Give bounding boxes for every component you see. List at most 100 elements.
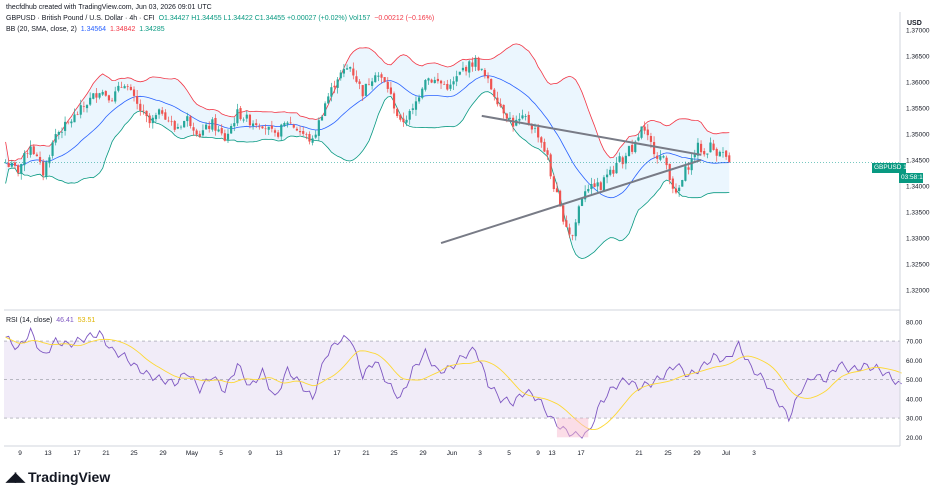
candle-body	[333, 85, 336, 88]
candle-body	[302, 131, 305, 134]
rsi-oversold-fill	[556, 418, 589, 438]
candle-body	[211, 119, 214, 130]
candle-body	[161, 110, 164, 114]
candle-body	[502, 104, 505, 114]
candle-body	[208, 125, 211, 129]
candle-body	[255, 123, 258, 126]
candle-body	[273, 130, 277, 133]
candle-body	[537, 127, 540, 138]
tradingview-mark-icon: ◢◣	[6, 469, 25, 484]
candle-body	[377, 75, 380, 77]
candle-body	[283, 123, 286, 127]
candle-body	[136, 96, 139, 104]
candle-body	[82, 106, 85, 107]
tradingview-logo[interactable]: ◢◣ TradingView	[6, 469, 110, 485]
candle-body	[42, 161, 45, 176]
candle-body	[308, 134, 311, 142]
candle-body	[627, 146, 631, 157]
candle-body	[101, 91, 104, 95]
candle-body	[142, 110, 145, 112]
candle-body	[571, 235, 574, 236]
time-tick-label: 3	[478, 450, 482, 457]
candle-body	[201, 130, 205, 136]
candle-body	[389, 87, 393, 94]
candle-body	[317, 120, 320, 136]
symbol-line: GBPUSD · British Pound / U.S. Dollar · 4…	[6, 14, 436, 24]
candle-body	[458, 71, 461, 75]
time-tick-label: 29	[693, 450, 701, 457]
candle-body	[530, 124, 533, 130]
candle-body	[540, 137, 543, 143]
candle-body	[681, 180, 684, 187]
candle-body	[433, 79, 436, 84]
candle-body	[95, 93, 98, 98]
time-tick-label: 9	[18, 450, 22, 457]
bb-upper-band	[5, 43, 730, 162]
rsi-label[interactable]: RSI (14, close)	[6, 317, 53, 324]
time-tick-label: 21	[102, 450, 110, 457]
candle-body	[671, 178, 674, 189]
rsi-tick-label: 50.00	[906, 377, 923, 384]
candle-body	[270, 125, 273, 129]
ohlc-values: O1.34427 H1.34455 L1.34422 C1.34455 +0.0…	[158, 15, 371, 22]
candle-body	[126, 86, 129, 88]
candle-body	[70, 121, 73, 124]
candle-body	[386, 81, 389, 89]
candle-body	[173, 121, 176, 130]
symbol-name[interactable]: GBPUSD · British Pound / U.S. Dollar · 4…	[6, 15, 155, 22]
change-value: −0.00212 (−0.16%)	[374, 15, 435, 22]
candle-body	[176, 127, 179, 129]
candle-body	[399, 114, 402, 120]
candle-body	[164, 112, 167, 120]
triangle-lower-trendline	[440, 159, 702, 245]
candle-body	[643, 126, 646, 131]
candle-body	[89, 97, 92, 105]
time-tick-label: May	[186, 450, 199, 457]
candle-body	[23, 153, 26, 166]
candle-body	[258, 126, 261, 128]
candle-body	[427, 78, 430, 81]
candle-body	[493, 89, 496, 97]
time-tick-label: 5	[219, 450, 223, 457]
candle-body	[226, 133, 230, 140]
last-symbol: GBPUSD	[874, 164, 902, 171]
candle-body	[599, 182, 602, 190]
bb-fill	[5, 43, 730, 259]
candle-body	[167, 120, 170, 122]
candle-body	[292, 124, 295, 128]
candle-body	[277, 132, 280, 137]
candle-body	[577, 206, 580, 224]
bb-basis	[5, 75, 730, 199]
candle-body	[718, 151, 721, 157]
rsi-tick-label: 30.00	[906, 416, 923, 423]
time-tick-label: 13	[275, 450, 283, 457]
candle-body	[624, 155, 627, 164]
candle-body	[712, 143, 715, 150]
candle-body	[20, 164, 23, 174]
candle-body	[364, 83, 367, 96]
candle-body	[609, 169, 612, 175]
candle-body	[521, 115, 524, 119]
candle-body	[706, 153, 709, 155]
candle-body	[107, 95, 111, 101]
candle-body	[693, 154, 696, 158]
candle-body	[543, 141, 546, 152]
candle-body	[621, 157, 624, 165]
price-tick-label: 1.36500	[906, 54, 930, 61]
candle-body	[79, 105, 82, 115]
price-tick-label: 1.36000	[906, 80, 930, 87]
bb-label[interactable]: BB (20, SMA, close, 2)	[6, 26, 77, 33]
candle-body	[518, 118, 521, 121]
bb-mid: 1.34564	[80, 26, 107, 33]
rsi-tick-label: 40.00	[906, 396, 923, 403]
price-pane[interactable]	[4, 43, 900, 260]
candle-body	[637, 137, 640, 141]
candle-body	[383, 77, 386, 82]
candle-body	[574, 222, 577, 237]
candle-body	[421, 88, 424, 98]
time-tick-label: 3	[752, 450, 756, 457]
rsi-pane[interactable]	[4, 326, 902, 439]
candle-body	[533, 128, 537, 129]
candle-body	[76, 114, 79, 115]
